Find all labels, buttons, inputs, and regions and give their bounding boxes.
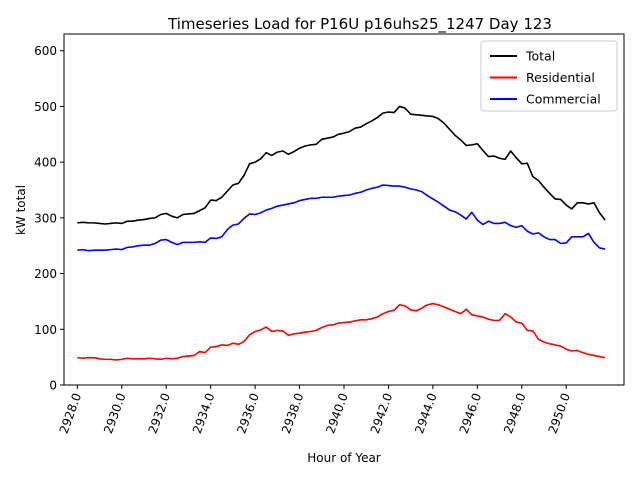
x-tick-label: 2944.0 bbox=[412, 391, 440, 435]
y-tick-label: 0 bbox=[49, 379, 57, 393]
legend-label-total: Total bbox=[525, 49, 555, 64]
y-tick-label: 100 bbox=[34, 323, 57, 337]
legend-label-commercial: Commercial bbox=[526, 92, 601, 107]
y-tick-label: 300 bbox=[34, 211, 57, 225]
x-tick-label: 2942.0 bbox=[368, 391, 396, 435]
y-tick-label: 400 bbox=[34, 156, 57, 170]
series-line-total bbox=[77, 105, 606, 225]
chart-title: Timeseries Load for P16U p16uhs25_1247 D… bbox=[167, 15, 552, 34]
x-tick-label: 2932.0 bbox=[146, 391, 174, 435]
x-tick-label: 2934.0 bbox=[190, 391, 218, 435]
x-tick-label: 2940.0 bbox=[323, 391, 351, 435]
series-lines bbox=[77, 105, 606, 361]
legend: Total Residential Commercial bbox=[480, 40, 618, 112]
x-tick-label: 2928.0 bbox=[57, 391, 85, 435]
legend-label-residential: Residential bbox=[526, 70, 595, 85]
y-tick-label: 600 bbox=[34, 44, 57, 58]
x-tick-label: 2936.0 bbox=[234, 391, 262, 435]
y-axis: 0 100 200 300 400 500 600 bbox=[34, 44, 64, 393]
legend-box bbox=[480, 40, 618, 112]
x-axis-label: Hour of Year bbox=[307, 451, 381, 465]
x-tick-label: 2950.0 bbox=[546, 391, 574, 435]
y-tick-label: 500 bbox=[34, 100, 57, 114]
x-tick-label: 2930.0 bbox=[101, 391, 129, 435]
y-tick-label: 200 bbox=[34, 267, 57, 281]
x-tick-label: 2938.0 bbox=[279, 391, 307, 435]
x-axis: 2928.0 2930.0 2932.0 2934.0 2936.0 2938.0 2940… bbox=[57, 385, 573, 435]
x-tick-label: 2946.0 bbox=[457, 391, 485, 435]
y-axis-label: kW total bbox=[14, 185, 28, 235]
series-line-residential bbox=[77, 302, 606, 361]
series-line-commercial bbox=[77, 184, 606, 252]
x-tick-label: 2948.0 bbox=[501, 391, 529, 435]
